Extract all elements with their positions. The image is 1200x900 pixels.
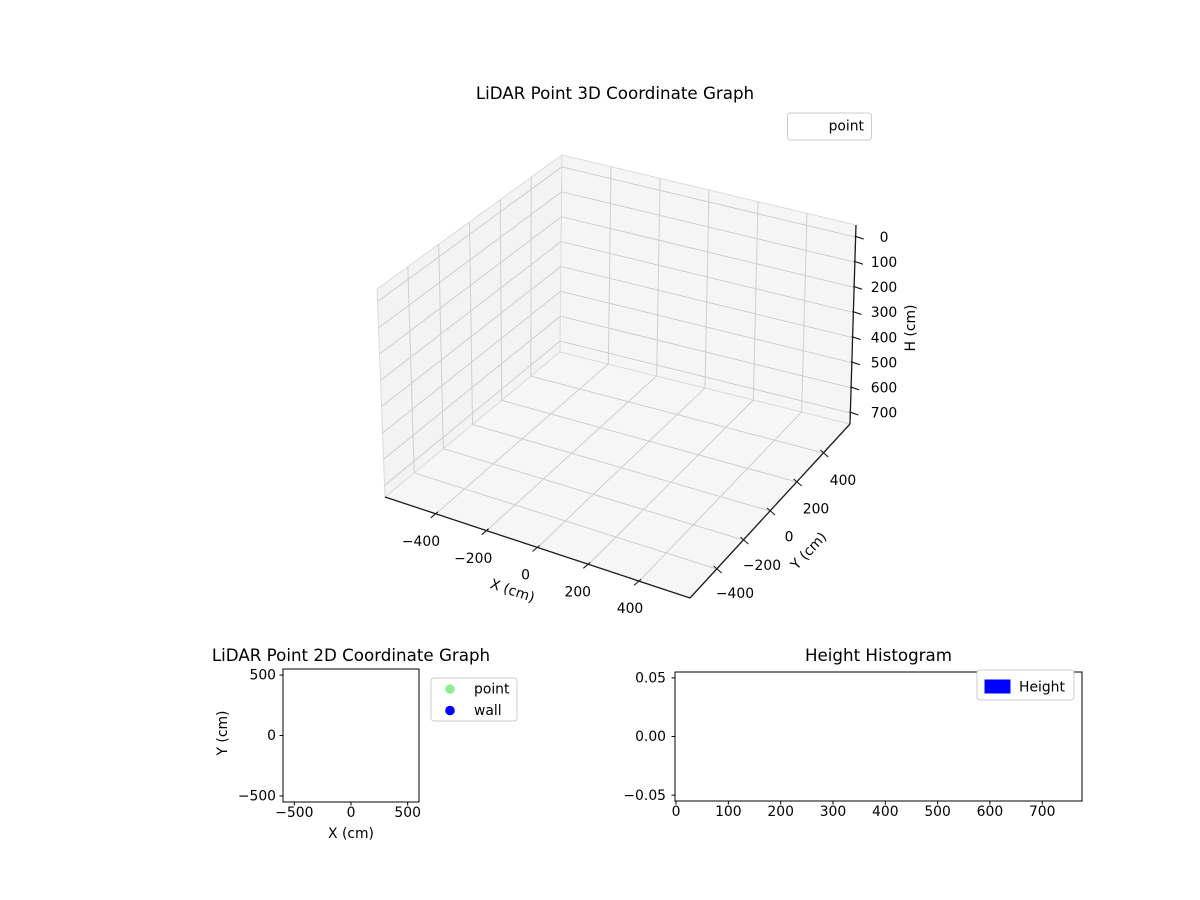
z-tick-label-3d: 100: [871, 255, 898, 271]
x-tick-label-hist: 0: [672, 804, 681, 820]
legend-hist: Height: [976, 669, 1075, 701]
x-tick-mark-3d: [430, 511, 439, 519]
x-tick-mark-3d: [532, 545, 540, 552]
z-tick-label-3d: 500: [871, 355, 898, 371]
legend-3d: point: [787, 112, 872, 141]
legend-2d-label-point: point: [474, 682, 510, 698]
x-tick-label-2d: 0: [347, 805, 356, 821]
z-tick-label-3d: 0: [880, 230, 889, 246]
legend-2d-marker-wall: [445, 705, 455, 716]
z-tick-mark-3d: [851, 336, 861, 341]
x-tick-label-hist: 500: [924, 804, 951, 820]
z-axis-label-3d: H (cm): [903, 305, 919, 352]
x-tick-label-hist: 100: [715, 804, 742, 820]
y-tick-label-hist: 0.05: [635, 671, 666, 687]
y-tick-label-3d: 200: [803, 501, 830, 517]
y-tick-label-3d: 400: [830, 473, 857, 489]
z-tick-label-3d: 600: [871, 381, 898, 397]
y-tick-label-2d: 500: [249, 668, 276, 684]
plot-height-histogram: Height Histogram 0 100 200 300 400 500 600 700 0.…: [623, 645, 1083, 820]
y-tick-label-3d: −200: [743, 558, 781, 574]
z-tick-mark-3d: [849, 386, 860, 391]
y-tick-mark-3d: [766, 507, 776, 516]
plot-3d-title: LiDAR Point 3D Coordinate Graph: [476, 83, 754, 103]
y-axis-label-2d: Y (cm): [215, 711, 231, 757]
plot-2d-title: LiDAR Point 2D Coordinate Graph: [212, 645, 490, 665]
legend-3d-label-point: point: [829, 119, 865, 135]
plot-hist-title: Height Histogram: [805, 645, 952, 665]
x-tick-label-hist: 600: [977, 804, 1004, 820]
z-tick-label-3d: 200: [871, 280, 898, 296]
legend-hist-label-height: Height: [1019, 680, 1065, 696]
legend-2d: point wall: [430, 677, 518, 722]
x-axis-label-2d: X (cm): [328, 826, 374, 842]
y-tick-label-3d: 0: [785, 530, 794, 546]
z-tick-mark-3d: [853, 260, 864, 265]
y-tick-mark-3d: [713, 565, 723, 574]
legend-2d-label-wall: wall: [474, 703, 502, 719]
x-tick-label-3d: −400: [402, 534, 440, 550]
x-tick-label-hist: 400: [872, 804, 899, 820]
x-tick-mark-3d: [633, 578, 642, 586]
y-tick-label-hist: −0.05: [623, 788, 666, 804]
z-axis-line-3d: [849, 224, 857, 425]
z-tick-mark-3d: [852, 285, 863, 290]
z-tick-label-3d: 400: [871, 330, 898, 346]
plot-2d-lidar: LiDAR Point 2D Coordinate Graph −500 0 500 5…: [212, 645, 518, 842]
legend-hist-swatch-height: [984, 679, 1011, 694]
x-tick-label-2d: −500: [275, 805, 313, 821]
x-tick-mark-3d: [481, 528, 490, 536]
y-tick-label-3d: −400: [716, 586, 754, 602]
y-tick-label-hist: 0.00: [635, 729, 666, 745]
z-tick-mark-3d: [849, 411, 859, 416]
x-tick-label-hist: 300: [820, 804, 847, 820]
z-tick-mark-3d: [852, 310, 862, 315]
z-tick-label-3d: 700: [871, 406, 898, 422]
x-tick-label-hist: 200: [767, 804, 794, 820]
y-tick-mark-3d: [739, 536, 749, 545]
x-tick-label-3d: 200: [564, 584, 591, 600]
x-tick-label-3d: 400: [617, 601, 644, 617]
plot-3d-lidar: −400−2000200400−400−20002004000100200300…: [376, 83, 919, 617]
y-tick-label-2d: −500: [238, 789, 276, 805]
legend-3d-box: [787, 112, 872, 141]
y-tick-mark-3d: [793, 478, 803, 487]
z-tick-label-3d: 300: [871, 305, 898, 321]
x-tick-label-hist: 700: [1029, 804, 1056, 820]
legend-2d-marker-point: [445, 684, 455, 694]
x-tick-label-3d: 0: [521, 568, 530, 584]
z-tick-mark-3d: [850, 361, 861, 366]
axes-box-2d: [282, 668, 420, 803]
x-tick-label-2d: 500: [394, 805, 421, 821]
grid-3d: [377, 166, 856, 582]
y-axis-label-3d: Y (cm): [787, 529, 830, 573]
x-tick-mark-3d: [582, 561, 591, 569]
x-tick-label-3d: −200: [454, 551, 492, 567]
y-tick-label-2d: 0: [267, 728, 276, 744]
z-tick-mark-3d: [854, 235, 864, 240]
y-tick-mark-3d: [819, 449, 829, 458]
